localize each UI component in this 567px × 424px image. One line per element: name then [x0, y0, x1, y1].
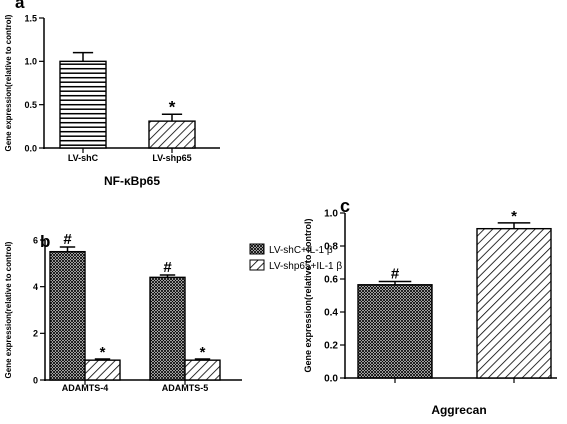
- significance-marker: *: [100, 344, 106, 361]
- y-axis-label: Gene expression(relative to control): [4, 14, 13, 151]
- significance-marker: *: [511, 208, 517, 225]
- y-tick-label: 1.0: [24, 57, 37, 67]
- y-tick-label: 0.5: [24, 100, 37, 110]
- y-tick-label: 1.0: [324, 208, 338, 219]
- panel-label: c: [340, 196, 350, 216]
- x-tick-label: LV-shC: [68, 153, 99, 163]
- bar: [184, 359, 221, 381]
- significance-marker: #: [63, 231, 72, 248]
- y-tick-label: 6: [33, 235, 38, 245]
- legend-label: LV-shC+IL-1 β: [269, 245, 333, 256]
- legend-swatch: [249, 243, 265, 255]
- y-tick-label: 0.2: [324, 340, 338, 351]
- significance-marker: *: [169, 98, 176, 117]
- bar: [49, 250, 86, 381]
- y-tick-label: 4: [33, 282, 38, 292]
- bar: [84, 359, 121, 381]
- x-axis-label: NF-κBp65: [104, 174, 160, 188]
- y-axis-label: Gene expression(relative to control): [4, 241, 13, 378]
- panel-label: b: [40, 232, 50, 251]
- y-tick-label: 0.4: [324, 307, 338, 318]
- legend-swatch: [249, 259, 265, 271]
- y-axis-label: Gene expression(relative to control): [303, 218, 313, 372]
- legend-label: LV-shp65+IL-1 β: [269, 261, 342, 272]
- x-tick-label: ADAMTS-5: [162, 383, 209, 393]
- x-tick-label: LV-shp65: [152, 153, 191, 163]
- x-tick-label: ADAMTS-4: [62, 383, 109, 393]
- y-tick-label: 0.0: [324, 373, 338, 384]
- bar: [357, 284, 433, 379]
- y-tick-label: 0: [33, 375, 38, 385]
- y-tick-label: 0.8: [324, 241, 338, 252]
- y-tick-label: 2: [33, 329, 38, 339]
- panel-c: 0.0 0.2 0.4 0.6 0.8 1.0 Gene expression(relati…: [303, 196, 557, 417]
- panel-b: 0 2 4 6 Gene expression(relative to control)…: [4, 231, 342, 393]
- panel-a: 0.0 0.5 1.0 1.5 Gene expression(relative to …: [4, 0, 220, 188]
- x-axis-label: Aggrecan: [431, 403, 486, 417]
- significance-marker: #: [163, 259, 172, 276]
- y-tick-label: 0.6: [324, 274, 338, 285]
- bar: [148, 120, 196, 149]
- bar: [59, 60, 107, 149]
- significance-marker: *: [200, 344, 206, 361]
- bar: [149, 276, 186, 381]
- bar: [476, 227, 552, 379]
- y-tick-label: 1.5: [24, 13, 37, 23]
- significance-marker: #: [391, 265, 400, 282]
- y-tick-label: 0.0: [24, 143, 37, 153]
- panel-label: a: [15, 0, 25, 12]
